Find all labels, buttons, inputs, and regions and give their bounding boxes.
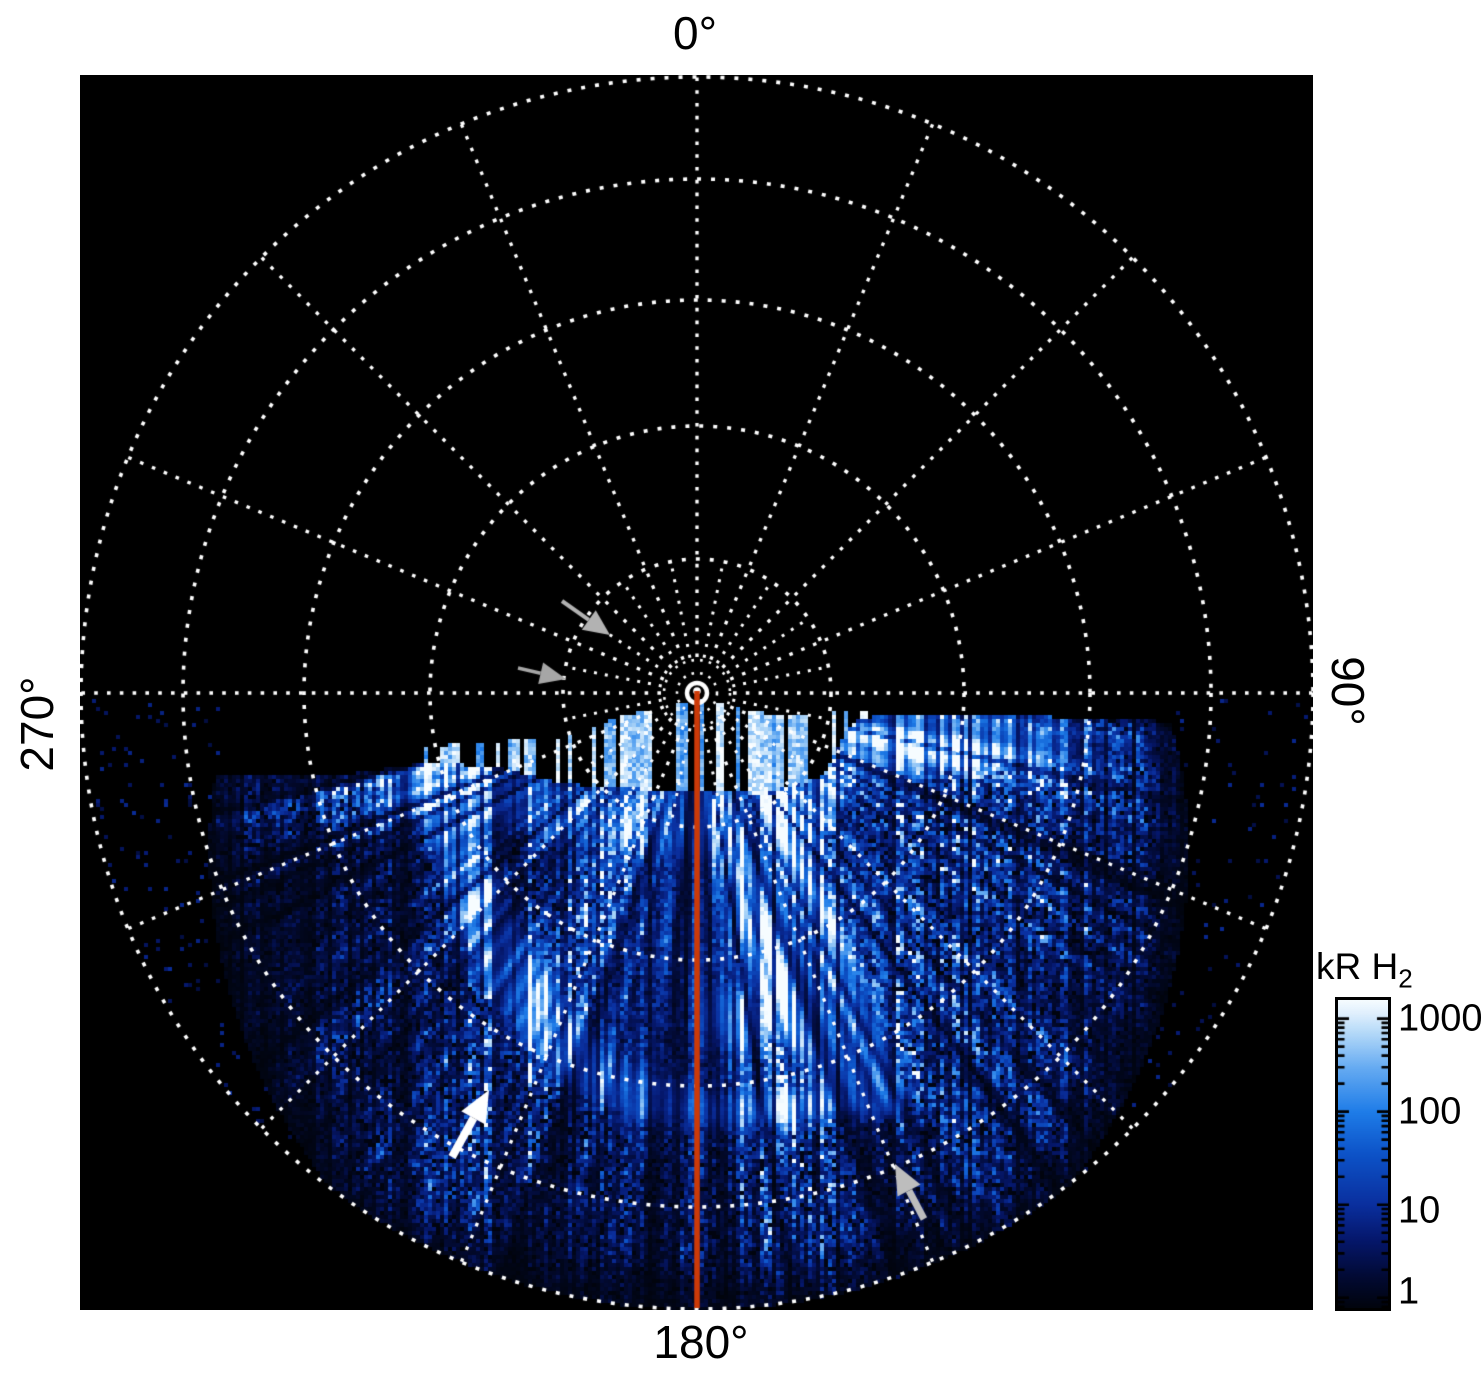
angle-label-270: 270° [11, 676, 63, 772]
colorbar-tick-10: 10 [1398, 1189, 1441, 1232]
colorbar-tick-1: 1 [1398, 1270, 1420, 1313]
angle-label-180: 180° [653, 1316, 749, 1368]
colorbar-tick-1000: 1000 [1398, 997, 1481, 1040]
aurora-polar-canvas [80, 75, 1313, 1310]
colorbar-title: kR H2 [1316, 946, 1413, 994]
colorbar-title-main: kR H [1316, 946, 1399, 987]
colorbar-title-sub: 2 [1398, 963, 1413, 994]
angle-label-90: 90° [1322, 656, 1374, 726]
colorbar-gradient-canvas [1338, 1000, 1388, 1308]
angle-label-0: 0° [673, 7, 717, 59]
colorbar [1335, 997, 1391, 1311]
colorbar-tick-100: 100 [1398, 1090, 1462, 1133]
polar-plot-area [80, 75, 1313, 1310]
